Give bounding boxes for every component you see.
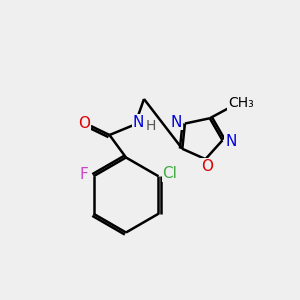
Text: N: N [133,115,144,130]
Text: F: F [80,167,88,182]
Text: CH₃: CH₃ [228,96,253,110]
Text: Cl: Cl [162,166,177,181]
Text: H: H [146,119,156,133]
Text: N: N [225,134,237,149]
Text: O: O [78,116,90,131]
Text: O: O [201,159,213,174]
Text: N: N [171,115,182,130]
